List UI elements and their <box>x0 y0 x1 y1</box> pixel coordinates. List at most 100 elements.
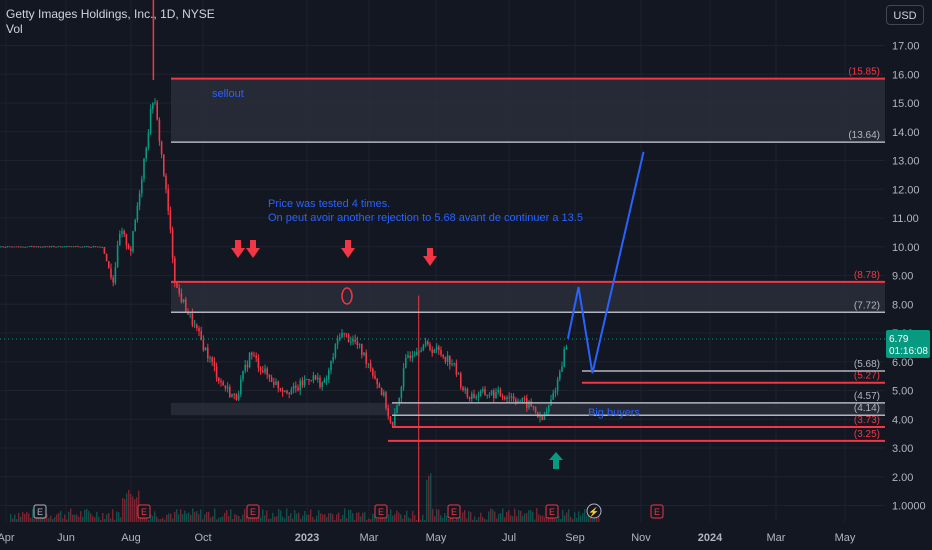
candle-body <box>286 390 288 393</box>
volume-bar <box>78 516 80 522</box>
candle-body <box>158 119 161 142</box>
volume-bar <box>148 519 150 522</box>
volume-bar <box>584 509 586 522</box>
volume-bar <box>410 518 412 522</box>
volume-bar <box>504 517 506 522</box>
volume-bar <box>566 512 568 522</box>
candle-body <box>479 391 482 396</box>
candle-body <box>510 396 513 398</box>
level-label: (3.25) <box>854 429 880 440</box>
volume-bar <box>386 516 388 522</box>
volume-bar <box>592 518 594 522</box>
volume-bar <box>244 509 246 522</box>
candle-body <box>209 357 211 359</box>
annotation-rejection: On peut avoir another rejection to 5.68 … <box>268 212 583 224</box>
volume-bar <box>474 516 476 522</box>
volume-bar <box>336 514 338 522</box>
volume-bar <box>88 511 90 522</box>
volume-bar <box>482 516 484 522</box>
volume-bar <box>156 516 158 522</box>
candle-body <box>528 401 530 408</box>
candle-body <box>77 246 79 248</box>
earnings-icon <box>650 504 664 519</box>
projection-line <box>566 151 645 374</box>
volume-bar <box>314 519 316 522</box>
volume-bar <box>74 514 76 522</box>
annotation-tested: Price was tested 4 times. <box>268 198 390 210</box>
candle-body <box>314 375 317 380</box>
candle-body <box>442 354 444 357</box>
volume-bar <box>268 518 270 522</box>
volume-bar <box>34 518 36 522</box>
candle-body <box>295 385 297 388</box>
volume-bar <box>206 512 208 522</box>
volume-bar <box>52 519 54 522</box>
candle-body <box>548 405 550 412</box>
x-tick-label: Jun <box>57 532 75 544</box>
volume-bar <box>496 518 498 522</box>
candle-body <box>497 389 499 393</box>
candle-body <box>248 352 251 368</box>
volume-bar <box>560 519 562 522</box>
volume-bar <box>384 518 386 522</box>
volume-bar <box>438 509 440 522</box>
volume-bar <box>10 514 12 522</box>
volume-bar <box>180 509 182 522</box>
y-tick-label: 13.00 <box>892 156 920 168</box>
candle-body <box>427 341 429 345</box>
volume-bar <box>292 518 294 522</box>
candle-body <box>268 374 271 378</box>
candle-body <box>33 246 35 248</box>
candle-body <box>407 355 409 358</box>
x-tick-label: Apr <box>0 532 15 544</box>
volume-bar <box>588 511 590 522</box>
candle-body <box>435 346 438 350</box>
candle-body <box>259 368 262 371</box>
candle-body <box>336 339 339 345</box>
candle-body <box>152 102 154 109</box>
volume-bar <box>230 509 232 522</box>
candle-body <box>53 246 55 248</box>
volume-bar <box>286 508 288 522</box>
candle-body <box>240 379 242 395</box>
volume-bar <box>116 511 118 522</box>
candle-body <box>387 408 389 417</box>
candle-body <box>127 245 130 249</box>
candle-body <box>264 368 266 373</box>
candle-body <box>11 246 13 248</box>
candle-body <box>59 246 62 248</box>
volume-bar <box>382 518 384 522</box>
volume-bar <box>214 508 216 522</box>
volume-bar <box>500 513 502 522</box>
candle-body <box>26 246 29 248</box>
candle-body <box>149 108 152 133</box>
volume-bar <box>548 516 550 522</box>
volume-bar <box>92 516 94 522</box>
earnings-icon: E <box>378 507 384 517</box>
y-tick-label: 9.00 <box>892 271 913 283</box>
candle-body <box>244 364 246 371</box>
candle-body <box>347 334 350 343</box>
candle-body <box>473 393 475 398</box>
volume-bar <box>422 514 424 522</box>
volume-bar <box>194 512 196 522</box>
candle-body <box>424 341 427 346</box>
candle-body <box>420 350 422 352</box>
candle-body <box>462 387 464 391</box>
candle-body <box>559 371 561 380</box>
volume-bar <box>112 509 114 522</box>
candle-body <box>508 397 510 399</box>
candle-body <box>323 380 326 383</box>
volume-bar <box>58 512 60 522</box>
volume-bar <box>226 510 228 522</box>
volume-bar <box>332 514 334 522</box>
candle-body <box>204 347 207 351</box>
volume-bar <box>364 511 366 522</box>
candle-body <box>50 246 53 248</box>
currency-button[interactable]: USD <box>886 5 924 25</box>
volume-bar <box>240 519 242 522</box>
volume-bar <box>578 511 580 522</box>
candle-body <box>321 382 323 388</box>
volume-bar <box>596 516 598 522</box>
candle-body <box>396 405 398 414</box>
